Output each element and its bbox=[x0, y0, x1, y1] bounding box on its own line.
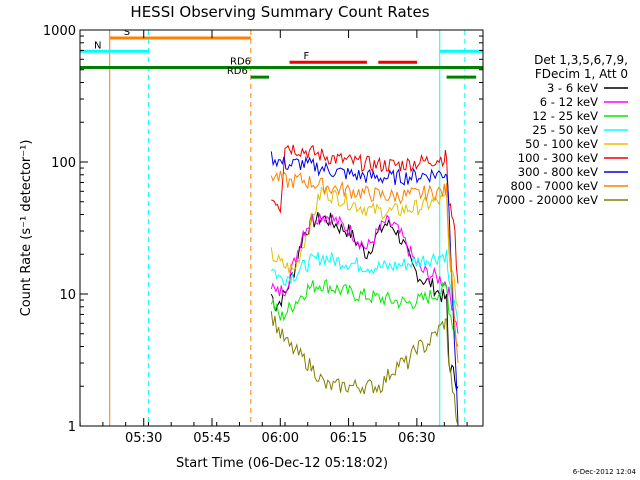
x-tick-label-3: 06:15 bbox=[330, 431, 367, 446]
x-axis: 05:30 05:45 06:00 06:15 06:30 bbox=[79, 30, 468, 446]
legend-label-6: 300 - 800 keV bbox=[518, 165, 598, 179]
series-line-7 bbox=[270, 170, 459, 364]
legend: Det 1,3,5,6,7,9,FDecim 1, Att 03 - 6 keV… bbox=[496, 53, 628, 207]
legend-label-4: 50 - 100 keV bbox=[525, 137, 598, 151]
state-bar-label-1: N bbox=[94, 40, 101, 51]
legend-label-8: 7000 - 20000 keV bbox=[496, 193, 598, 207]
legend-label-3: 25 - 50 keV bbox=[532, 123, 598, 137]
plot-frame bbox=[79, 29, 484, 427]
instrument-state-lines bbox=[109, 30, 466, 426]
state-bar-label-2: F bbox=[304, 51, 310, 62]
state-bar-label-3: RD6 bbox=[230, 56, 251, 67]
y-axis-label: Count Rate (s⁻¹ detector⁻¹) bbox=[19, 140, 34, 317]
chart-title: HESSI Observing Summary Count Rates bbox=[130, 3, 429, 21]
x-axis-label: Start Time (06-Dec-12 05:18:02) bbox=[176, 456, 388, 471]
series-group bbox=[270, 144, 459, 426]
y-axis: 1 10 100 1000 bbox=[43, 24, 483, 435]
series-line-0 bbox=[270, 211, 459, 392]
series-line-6 bbox=[270, 151, 459, 426]
legend-label-7: 800 - 7000 keV bbox=[510, 179, 598, 193]
legend-label-5: 100 - 300 keV bbox=[518, 151, 598, 165]
legend-header-1: FDecim 1, Att 0 bbox=[535, 67, 628, 81]
legend-header-0: Det 1,3,5,6,7,9, bbox=[534, 53, 628, 67]
legend-label-0: 3 - 6 keV bbox=[547, 81, 598, 95]
state-bar-label-0: S bbox=[124, 27, 130, 38]
series-line-4 bbox=[270, 186, 459, 307]
series-line-3 bbox=[270, 249, 459, 324]
state-bar-label-4: RD6 bbox=[227, 66, 248, 77]
series-line-8 bbox=[270, 311, 459, 426]
footer-date: 6-Dec-2012 12:04 bbox=[573, 468, 637, 476]
x-tick-label-1: 05:45 bbox=[193, 431, 230, 446]
y-tick-label-1: 10 bbox=[59, 288, 76, 303]
y-tick-label-2: 100 bbox=[51, 156, 76, 171]
x-tick-label-2: 06:00 bbox=[262, 431, 299, 446]
series-line-5 bbox=[271, 144, 459, 284]
legend-label-2: 12 - 25 keV bbox=[532, 109, 598, 123]
x-tick-label-0: 05:30 bbox=[125, 431, 162, 446]
series-line-1 bbox=[270, 213, 459, 334]
legend-label-1: 6 - 12 keV bbox=[540, 95, 598, 109]
series-line-2 bbox=[270, 278, 459, 347]
y-tick-label-0: 1 bbox=[68, 420, 76, 435]
y-tick-label-3: 1000 bbox=[43, 24, 76, 39]
x-tick-label-4: 06:30 bbox=[398, 431, 435, 446]
